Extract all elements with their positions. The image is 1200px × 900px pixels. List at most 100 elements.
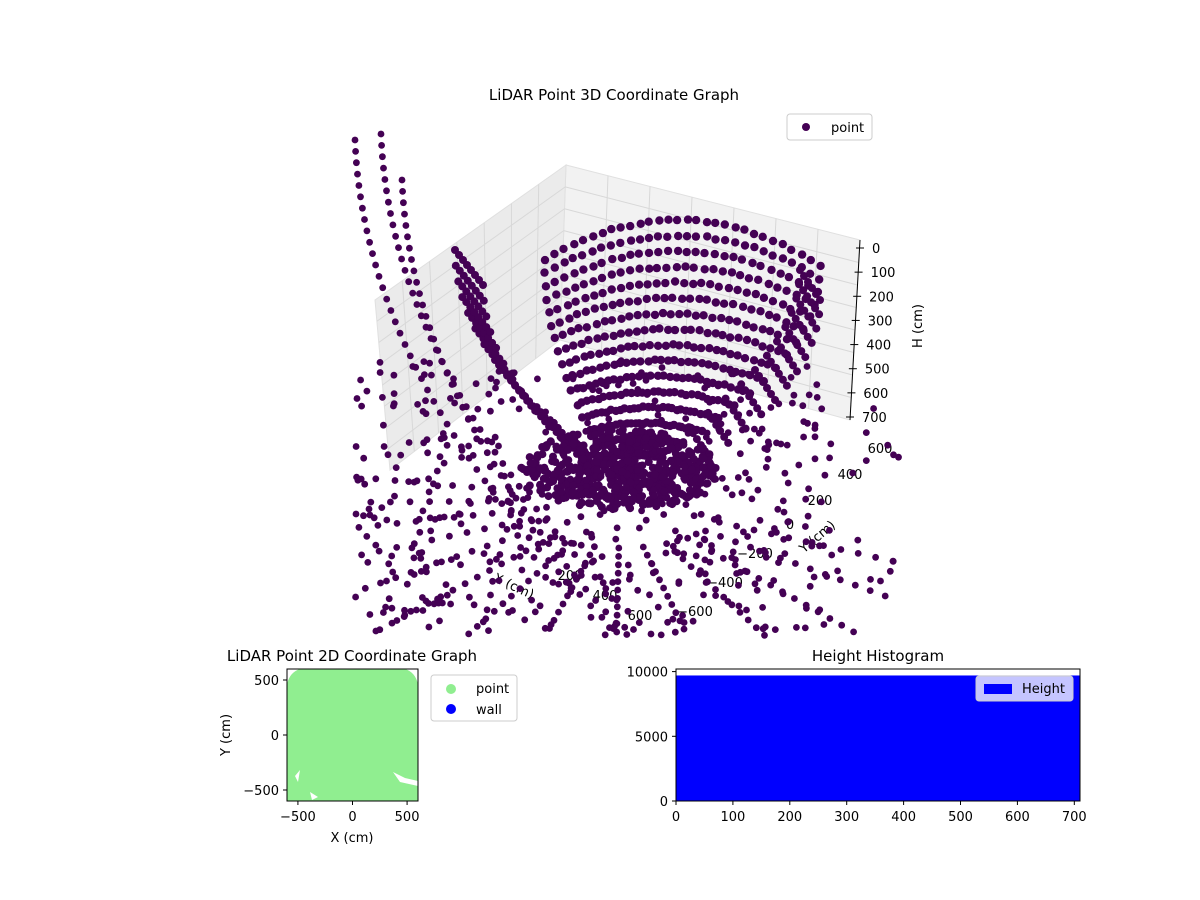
point-3d (392, 232, 399, 240)
point-3d (791, 314, 800, 323)
point-3d (557, 434, 566, 443)
point-3d (669, 468, 678, 477)
point-3d (427, 527, 435, 535)
point-3d (646, 371, 655, 380)
point-3d (754, 275, 763, 284)
point-3d (670, 277, 680, 286)
point-3d (654, 603, 662, 611)
point-3d (577, 513, 585, 521)
hist-x-tick-label: 400 (891, 810, 916, 825)
gap (310, 792, 318, 800)
point-3d (836, 576, 844, 584)
point-3d (542, 562, 549, 570)
point-3d (621, 623, 629, 631)
point-3d (667, 444, 676, 453)
point-3d (616, 283, 626, 293)
point-3d (719, 299, 729, 308)
point-3d (595, 451, 604, 460)
point-3d (470, 601, 478, 609)
point-3d (816, 296, 824, 304)
point-3d (571, 283, 580, 292)
point-3d (749, 398, 758, 407)
point-3d (595, 349, 604, 358)
point-3d (699, 454, 708, 463)
point-3d (811, 455, 819, 463)
point-3d (800, 306, 809, 315)
point-3d (540, 255, 550, 265)
point-3d (352, 148, 359, 155)
point-3d (674, 231, 683, 241)
point-3d (703, 479, 712, 488)
point-3d (725, 315, 734, 325)
point-3d (579, 265, 588, 274)
point-3d (608, 300, 617, 310)
gap (295, 770, 300, 782)
point-3d (753, 586, 761, 594)
point-3d (579, 280, 588, 289)
point-3d (632, 327, 642, 336)
point-3d (588, 395, 597, 404)
point-3d (488, 510, 496, 517)
point-3d (654, 247, 663, 257)
point-3d (742, 288, 751, 297)
point-3d (542, 295, 551, 305)
point-3d (581, 307, 590, 317)
point-3d (443, 441, 451, 449)
z-tick-label: 100 (871, 266, 896, 281)
point-3d (733, 522, 740, 530)
hist-x-tick-label: 700 (1062, 810, 1087, 825)
point-3d (638, 507, 645, 515)
point-3d (577, 572, 585, 579)
point-3d (520, 496, 527, 503)
point-3d (764, 455, 772, 463)
point-3d (712, 345, 721, 355)
y-tick-label-2d: −500 (243, 784, 279, 799)
point-3d (764, 279, 773, 289)
point-3d (744, 274, 754, 283)
point-3d (650, 486, 658, 494)
point-3d (733, 351, 742, 360)
point-3d (383, 577, 390, 585)
point-3d (624, 561, 632, 569)
point-3d (491, 448, 499, 456)
point-3d (642, 310, 651, 319)
point-3d (583, 483, 590, 490)
point-3d (425, 623, 433, 631)
point-3d (614, 578, 622, 585)
point-3d (602, 494, 609, 502)
gap (393, 772, 418, 786)
hist-x-tick-label: 0 (672, 810, 680, 825)
point-3d (619, 443, 626, 451)
point-3d (782, 286, 791, 295)
point-3d (451, 399, 458, 407)
point-3d (654, 411, 662, 419)
point-3d (542, 573, 549, 581)
point-3d (525, 534, 533, 542)
point-3d (790, 391, 798, 399)
point-3d (889, 557, 897, 565)
point-3d (711, 298, 720, 307)
point-3d (642, 442, 651, 451)
point-3d (699, 444, 707, 453)
point-3d (626, 504, 635, 513)
point-3d (589, 262, 598, 271)
point-3d (545, 308, 554, 317)
point-3d (714, 382, 722, 390)
point-3d (408, 256, 415, 263)
point-3d (443, 591, 451, 599)
point-3d (582, 488, 590, 496)
point-3d (507, 499, 514, 507)
point-3d (438, 358, 446, 366)
point-3d (711, 329, 720, 338)
point-3d (803, 292, 812, 301)
point-3d (664, 215, 673, 224)
z-tick-label: 400 (866, 339, 891, 354)
point-3d (450, 375, 457, 383)
point-3d (507, 507, 515, 514)
point-3d (392, 574, 400, 582)
point-3d (486, 328, 495, 337)
point-3d (543, 515, 551, 522)
point-3d (560, 495, 567, 503)
point-3d (526, 459, 534, 467)
point-3d (808, 284, 816, 292)
